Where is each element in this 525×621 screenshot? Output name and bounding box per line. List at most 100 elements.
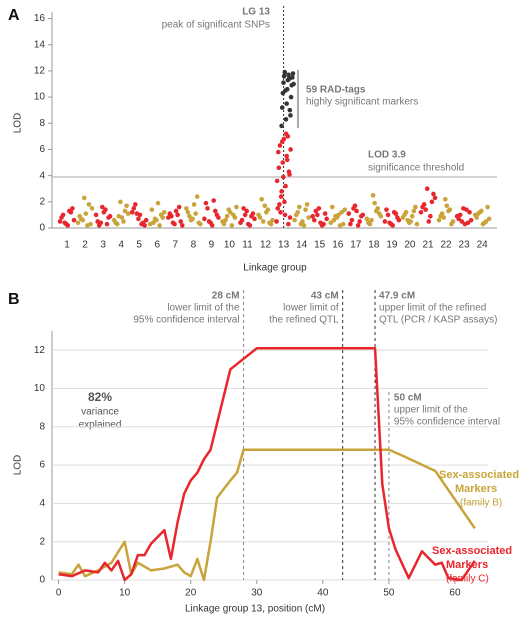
- snp-point: [60, 212, 66, 218]
- snp-point: [306, 215, 311, 220]
- x-tick-label: 10: [119, 588, 131, 599]
- variance-text: explained: [79, 420, 122, 431]
- annotation: 59 RAD-tags: [306, 85, 366, 96]
- snp-point: [136, 216, 141, 222]
- panel-label: A: [8, 7, 20, 24]
- snp-point: [313, 208, 319, 214]
- snp-point: [281, 174, 286, 180]
- snp-point: [265, 207, 271, 212]
- snp-point: [286, 76, 292, 82]
- snp-point: [378, 213, 384, 219]
- snp-point: [205, 206, 210, 211]
- snp-point: [206, 219, 212, 224]
- x-tick-label: 20: [185, 588, 197, 599]
- snp-point: [227, 209, 233, 215]
- snp-point: [122, 208, 128, 214]
- snp-point: [93, 212, 99, 218]
- snp-point: [403, 209, 409, 215]
- legend-label: Sex-associated: [439, 469, 519, 481]
- snp-point: [339, 209, 344, 215]
- snp-point: [184, 206, 189, 211]
- x-tick-label: 0: [56, 588, 62, 599]
- snp-point: [355, 223, 361, 228]
- snp-point: [129, 209, 135, 215]
- snp-point: [160, 215, 165, 220]
- snp-point: [310, 213, 316, 219]
- snp-point: [175, 212, 180, 218]
- snp-point: [444, 203, 450, 209]
- snp-point: [80, 217, 86, 223]
- snp-point: [468, 217, 474, 223]
- snp-point: [324, 216, 330, 222]
- snp-point: [351, 206, 356, 211]
- snp-point: [287, 107, 293, 113]
- snp-point: [274, 178, 280, 184]
- legend-label: Sex-associated: [432, 545, 512, 557]
- snp-point: [300, 219, 305, 224]
- snp-point: [342, 207, 348, 212]
- snp-point: [211, 198, 217, 203]
- snp-point: [250, 211, 256, 216]
- snp-point: [83, 211, 89, 216]
- snp-point: [155, 200, 161, 206]
- snp-point: [241, 206, 246, 211]
- snp-point: [81, 195, 87, 201]
- snp-point: [396, 217, 402, 223]
- snp-point: [149, 207, 155, 212]
- snp-point: [278, 194, 284, 199]
- snp-point: [100, 204, 105, 210]
- variance-value: 82%: [88, 390, 112, 404]
- snp-point: [360, 212, 366, 218]
- snp-point: [328, 220, 334, 226]
- snp-point: [65, 223, 71, 228]
- snp-point: [198, 221, 203, 227]
- snp-point: [462, 221, 468, 227]
- marker-label: 50 cM: [394, 393, 422, 404]
- snp-point: [161, 209, 167, 215]
- snp-point: [283, 117, 289, 122]
- snp-point: [279, 139, 285, 144]
- x-tick-label: 30: [251, 588, 263, 599]
- annotation: peak of significant SNPs: [162, 20, 270, 31]
- snp-point: [157, 223, 162, 228]
- snp-point: [391, 209, 397, 215]
- snp-point: [387, 220, 392, 226]
- y-axis-label: LOD: [13, 113, 24, 134]
- snp-point: [315, 212, 320, 218]
- snp-point: [229, 223, 235, 228]
- snp-point: [143, 217, 149, 223]
- y-axis-label: LOD: [13, 455, 24, 476]
- snp-point: [279, 123, 284, 129]
- snp-point: [124, 203, 129, 209]
- snp-point: [282, 69, 288, 75]
- x-tick-label: 3: [100, 240, 106, 251]
- snp-point: [432, 195, 438, 201]
- snp-point: [274, 219, 279, 224]
- snp-point: [85, 223, 90, 228]
- x-tick-label: 14: [296, 240, 308, 251]
- snp-point: [185, 209, 191, 215]
- snp-point: [191, 202, 197, 207]
- snp-point: [450, 219, 456, 224]
- snp-point: [370, 192, 376, 198]
- snp-point: [290, 71, 296, 76]
- snp-point: [311, 217, 317, 223]
- snp-point: [286, 169, 292, 175]
- annotation: highly significant markers: [306, 97, 418, 108]
- snp-point: [295, 209, 301, 215]
- snp-point: [180, 223, 185, 228]
- y-tick-label: 10: [34, 383, 46, 394]
- snp-point: [349, 217, 355, 223]
- snp-point: [187, 213, 192, 219]
- snp-point: [242, 212, 248, 218]
- snp-point: [413, 204, 418, 210]
- snp-point: [429, 199, 435, 205]
- snp-point: [477, 209, 483, 215]
- snp-point: [281, 80, 286, 85]
- snp-point: [282, 212, 288, 218]
- snp-point: [260, 219, 266, 224]
- snp-point: [244, 208, 250, 214]
- x-tick-label: 2: [82, 240, 88, 251]
